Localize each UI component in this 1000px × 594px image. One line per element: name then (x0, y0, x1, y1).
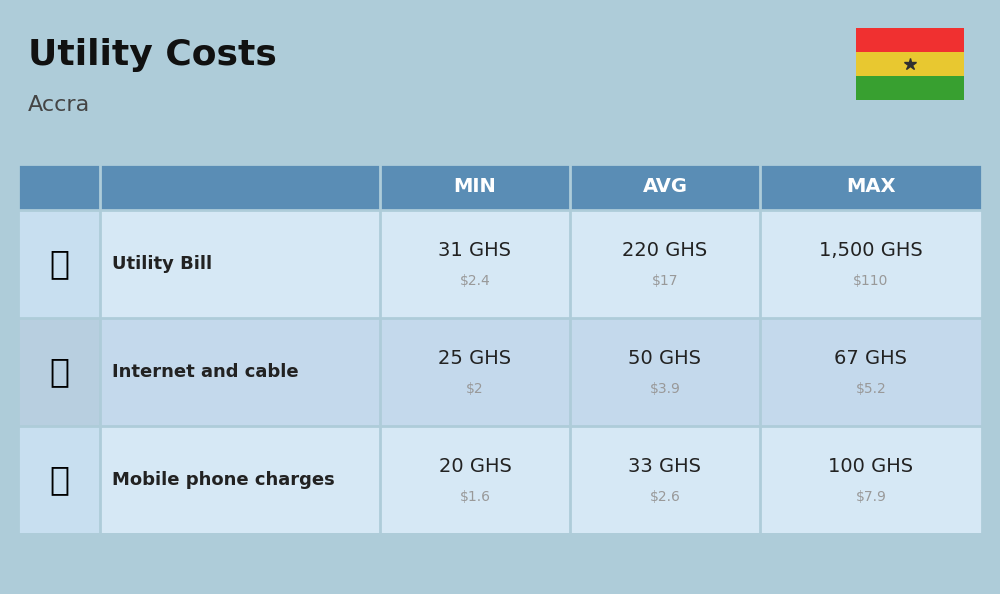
Text: $5.2: $5.2 (856, 382, 886, 396)
Text: Accra: Accra (28, 95, 90, 115)
Text: 67 GHS: 67 GHS (834, 349, 908, 368)
Text: 🔧: 🔧 (49, 248, 69, 280)
Text: 20 GHS: 20 GHS (439, 457, 511, 476)
Text: 📱: 📱 (49, 463, 69, 497)
Bar (18, 164, 982, 534)
Text: 33 GHS: 33 GHS (629, 457, 702, 476)
Text: 100 GHS: 100 GHS (828, 457, 914, 476)
Text: Internet and cable: Internet and cable (112, 363, 299, 381)
Text: 220 GHS: 220 GHS (622, 242, 708, 261)
Text: $1.6: $1.6 (460, 490, 490, 504)
Text: MAX: MAX (846, 178, 896, 197)
Text: 📡: 📡 (49, 355, 69, 388)
Bar (18, 426, 100, 534)
Text: $2.4: $2.4 (460, 274, 490, 288)
Text: Utility Bill: Utility Bill (112, 255, 212, 273)
Text: 1,500 GHS: 1,500 GHS (819, 242, 923, 261)
Text: Mobile phone charges: Mobile phone charges (112, 471, 335, 489)
Text: AVG: AVG (642, 178, 688, 197)
Bar (18, 426, 982, 534)
Bar (18, 318, 100, 426)
Text: $2.6: $2.6 (650, 490, 680, 504)
Text: $2: $2 (466, 382, 484, 396)
Text: Utility Costs: Utility Costs (28, 38, 277, 72)
Bar (856, 28, 964, 52)
Bar (18, 318, 982, 426)
Text: 31 GHS: 31 GHS (438, 242, 512, 261)
Bar (856, 52, 964, 76)
Text: MIN: MIN (454, 178, 496, 197)
Bar (856, 76, 964, 100)
Text: $7.9: $7.9 (856, 490, 886, 504)
Text: 50 GHS: 50 GHS (629, 349, 702, 368)
Text: $3.9: $3.9 (650, 382, 680, 396)
Bar (18, 164, 982, 210)
Bar (18, 210, 982, 318)
Text: $17: $17 (652, 274, 678, 288)
Text: 25 GHS: 25 GHS (438, 349, 512, 368)
Bar (18, 210, 100, 318)
Text: $110: $110 (853, 274, 889, 288)
